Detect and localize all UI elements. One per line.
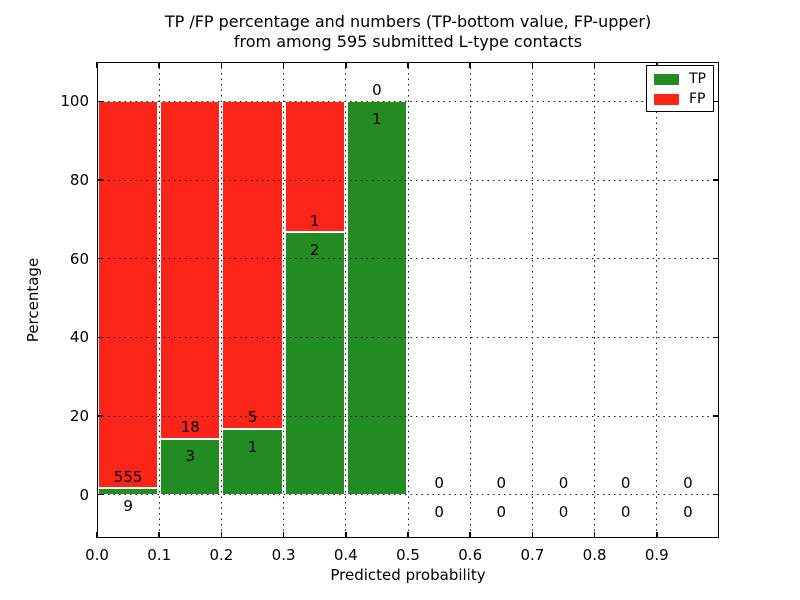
y-tick-mark [97,257,103,260]
y-tick-mark [713,179,719,181]
y-tick-label: 20 [69,407,89,426]
y-tick-mark [713,415,719,417]
annotation-fp-count: 5 [247,408,258,427]
annotation-tp-count: 0 [496,503,507,522]
annotation-tp-count: 0 [683,503,693,522]
bar-tp-segment [98,488,159,495]
x-tick-mark [282,62,285,68]
x-tick-mark [656,532,658,538]
annotation-fp-count: 18 [180,417,200,436]
y-tick-mark [97,100,103,103]
x-tick-mark [158,62,160,68]
annotation-tp-count: 1 [247,437,258,456]
annotation-fp-count: 0 [372,80,382,99]
gridline-v [220,62,222,538]
x-tick-mark [407,62,409,68]
bar-fp-segment [160,101,221,439]
x-tick-mark [407,532,409,538]
chart-title-line2: from among 595 submitted L-type contacts [233,32,583,51]
y-tick-mark [97,493,103,496]
annotation-tp-count: 2 [309,241,320,260]
annotation-fp-count: 0 [496,473,507,492]
x-tick-mark [158,532,160,538]
x-tick-label: 0.0 [85,546,109,564]
legend-item: TP [647,69,713,89]
x-tick-mark [469,532,471,538]
bar-fp-segment [222,101,283,430]
annotation-tp-count: 9 [123,497,133,516]
legend-label: TP [689,71,706,87]
x-tick-mark [531,62,534,68]
y-axis-label: Percentage [24,257,42,343]
x-tick-mark [593,62,596,68]
y-tick-mark [713,257,719,260]
x-tick-label: 0.2 [209,546,234,564]
annotation-fp-count: 0 [558,473,569,492]
annotation-fp-count: 1 [309,211,320,230]
y-tick-mark [97,336,103,339]
y-tick-label: 0 [79,485,89,504]
gridline-v [283,62,285,538]
gridline-v [158,62,160,538]
bar-fp-segment [98,101,159,489]
legend: TP FP [646,65,714,112]
x-tick-label: 0.9 [644,546,669,564]
x-tick-mark [220,62,223,68]
x-tick-label: 0.5 [396,546,420,564]
annotation-tp-count: 0 [558,503,569,522]
x-tick-mark [220,532,223,538]
x-tick-label: 0.6 [458,546,483,564]
gridline-v [594,62,596,538]
bar-fp-segment [284,101,345,233]
y-tick-mark [97,415,103,417]
x-tick-label: 0.4 [333,546,358,564]
x-tick-mark [96,62,98,68]
y-tick-mark [713,336,719,339]
gridline-v [531,62,533,538]
gridline-v [656,62,658,538]
chart-title: TP /FP percentage and numbers (TP-bottom… [97,12,719,52]
annotation-fp-count: 555 [113,467,143,486]
x-tick-label: 0.3 [271,546,296,564]
bar-tp-segment [284,232,345,495]
y-tick-mark [713,100,719,103]
legend-swatch-fp [654,93,679,105]
bar-tp-segment [346,101,407,495]
legend-label: FP [689,91,706,107]
x-tick-mark [345,532,347,538]
y-tick-mark [713,493,719,496]
x-tick-mark [282,532,285,538]
gridline-v [407,62,409,538]
y-tick-label: 80 [69,171,89,190]
y-tick-label: 60 [69,249,89,268]
y-tick-mark [97,179,103,181]
plot-area: 555 9 18 3 5 1 1 2 0 1 0 0 0 0 0 0 0 0 0 0 [96,62,719,538]
x-tick-mark [96,532,98,538]
x-tick-mark [469,62,471,68]
legend-swatch-tp [654,73,679,85]
bar-tp-segment [160,438,221,495]
x-tick-mark [345,62,347,68]
x-tick-mark [593,532,596,538]
x-tick-mark [531,532,534,538]
y-tick-label: 100 [60,92,89,111]
annotation-tp-count: 0 [620,503,631,522]
chart-title-line1: TP /FP percentage and numbers (TP-bottom… [164,12,652,31]
gridline-v [345,62,347,538]
legend-item: FP [647,89,713,109]
annotation-tp-count: 3 [185,447,196,466]
annotation-fp-count: 0 [434,473,444,492]
annotation-fp-count: 0 [620,473,631,492]
x-tick-label: 0.7 [520,546,545,564]
x-tick-label: 0.8 [582,546,607,564]
x-axis-label: Predicted probability [330,566,486,584]
annotation-tp-count: 0 [434,503,444,522]
annotation-fp-count: 0 [683,473,693,492]
gridline-v [469,62,471,538]
annotation-tp-count: 1 [372,110,382,129]
x-tick-label: 0.1 [147,546,172,564]
y-tick-label: 40 [69,328,89,347]
